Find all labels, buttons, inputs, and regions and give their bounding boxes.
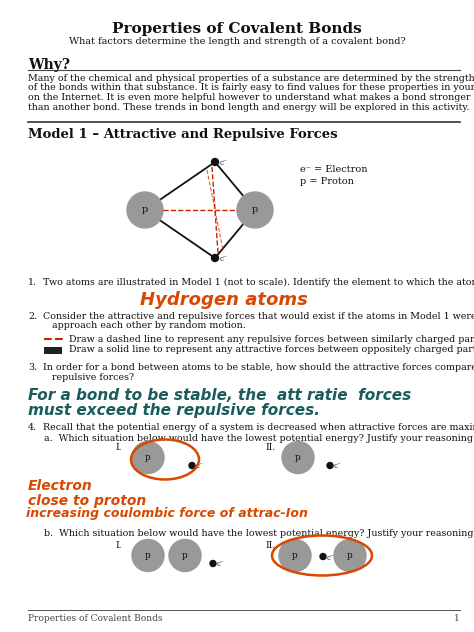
Text: I.: I. xyxy=(115,442,121,451)
Text: on the Internet. It is even more helpful however to understand what makes a bond: on the Internet. It is even more helpful… xyxy=(28,93,474,102)
Text: p: p xyxy=(145,551,151,560)
Text: c⁻: c⁻ xyxy=(220,255,228,263)
Text: a.  Which situation below would have the lowest potential energy? Justify your r: a. Which situation below would have the … xyxy=(44,434,474,443)
Text: p: p xyxy=(292,551,298,560)
Circle shape xyxy=(282,442,314,473)
Text: 4.: 4. xyxy=(28,423,37,432)
Text: For a bond to be stable, the  att ratie  forces: For a bond to be stable, the att ratie f… xyxy=(28,387,411,403)
Text: p: p xyxy=(295,453,301,462)
Text: increasing coulombic force of attrac-Ion: increasing coulombic force of attrac-Ion xyxy=(26,507,308,521)
Text: Why?: Why? xyxy=(28,58,70,72)
Text: Hydrogen atoms: Hydrogen atoms xyxy=(140,291,308,309)
Text: II.: II. xyxy=(265,442,275,451)
Text: e⁻ = Electron: e⁻ = Electron xyxy=(300,165,367,174)
Circle shape xyxy=(132,442,164,473)
Circle shape xyxy=(169,540,201,571)
Text: b.  Which situation below would have the lowest potential energy? Justify your r: b. Which situation below would have the … xyxy=(44,530,474,538)
Text: Consider the attractive and repulsive forces that would exist if the atoms in Mo: Consider the attractive and repulsive fo… xyxy=(40,312,474,321)
Text: Model 1 – Attractive and Repulsive Forces: Model 1 – Attractive and Repulsive Force… xyxy=(28,128,337,141)
Text: 1.: 1. xyxy=(28,278,37,287)
Text: repulsive forces?: repulsive forces? xyxy=(40,373,134,382)
Text: 3.: 3. xyxy=(28,363,37,372)
Text: must exceed the repulsive forces.: must exceed the repulsive forces. xyxy=(28,403,320,418)
Circle shape xyxy=(211,159,219,166)
Text: II.: II. xyxy=(265,540,275,549)
Text: p: p xyxy=(145,453,151,462)
Text: p = Proton: p = Proton xyxy=(300,177,354,186)
Circle shape xyxy=(279,540,311,571)
Text: than another bond. These trends in bond length and energy will be explored in th: than another bond. These trends in bond … xyxy=(28,102,470,111)
FancyBboxPatch shape xyxy=(44,346,62,353)
Text: p: p xyxy=(182,551,188,560)
Text: Draw a dashed line to represent any repulsive forces between similarly charged p: Draw a dashed line to represent any repu… xyxy=(66,335,474,344)
Text: Recall that the potential energy of a system is decreased when attractive forces: Recall that the potential energy of a sy… xyxy=(40,423,474,432)
Text: c⁻: c⁻ xyxy=(327,554,335,561)
Text: c⁻: c⁻ xyxy=(196,463,204,470)
Text: Properties of Covalent Bonds: Properties of Covalent Bonds xyxy=(28,614,163,623)
Text: c⁻: c⁻ xyxy=(217,561,225,569)
Text: Draw a solid line to represent any attractive forces between oppositely charged : Draw a solid line to represent any attra… xyxy=(66,346,474,355)
Text: c⁻: c⁻ xyxy=(220,159,228,167)
Circle shape xyxy=(132,540,164,571)
Text: c⁻: c⁻ xyxy=(334,463,342,470)
Text: p: p xyxy=(252,205,258,214)
Circle shape xyxy=(327,463,333,468)
Text: In order for a bond between atoms to be stable, how should the attractive forces: In order for a bond between atoms to be … xyxy=(40,363,474,372)
Circle shape xyxy=(189,463,195,468)
Text: approach each other by random motion.: approach each other by random motion. xyxy=(40,322,246,331)
Circle shape xyxy=(334,540,366,571)
Text: I.: I. xyxy=(115,540,121,549)
Text: Electron: Electron xyxy=(28,480,93,494)
Circle shape xyxy=(210,561,216,566)
Circle shape xyxy=(320,554,326,559)
Text: 1: 1 xyxy=(454,614,460,623)
Circle shape xyxy=(237,192,273,228)
Text: Two atoms are illustrated in Model 1 (not to scale). Identify the element to whi: Two atoms are illustrated in Model 1 (no… xyxy=(40,278,474,287)
Text: Properties of Covalent Bonds: Properties of Covalent Bonds xyxy=(112,22,362,36)
Text: of the bonds within that substance. It is fairly easy to find values for these p: of the bonds within that substance. It i… xyxy=(28,83,474,92)
Text: What factors determine the length and strength of a covalent bond?: What factors determine the length and st… xyxy=(69,37,405,46)
Text: p: p xyxy=(142,205,148,214)
Text: close to proton: close to proton xyxy=(28,494,146,507)
Text: p: p xyxy=(347,551,353,560)
Circle shape xyxy=(211,255,219,262)
Circle shape xyxy=(127,192,163,228)
Text: 2.: 2. xyxy=(28,312,37,321)
Text: Many of the chemical and physical properties of a substance are determined by th: Many of the chemical and physical proper… xyxy=(28,74,474,83)
